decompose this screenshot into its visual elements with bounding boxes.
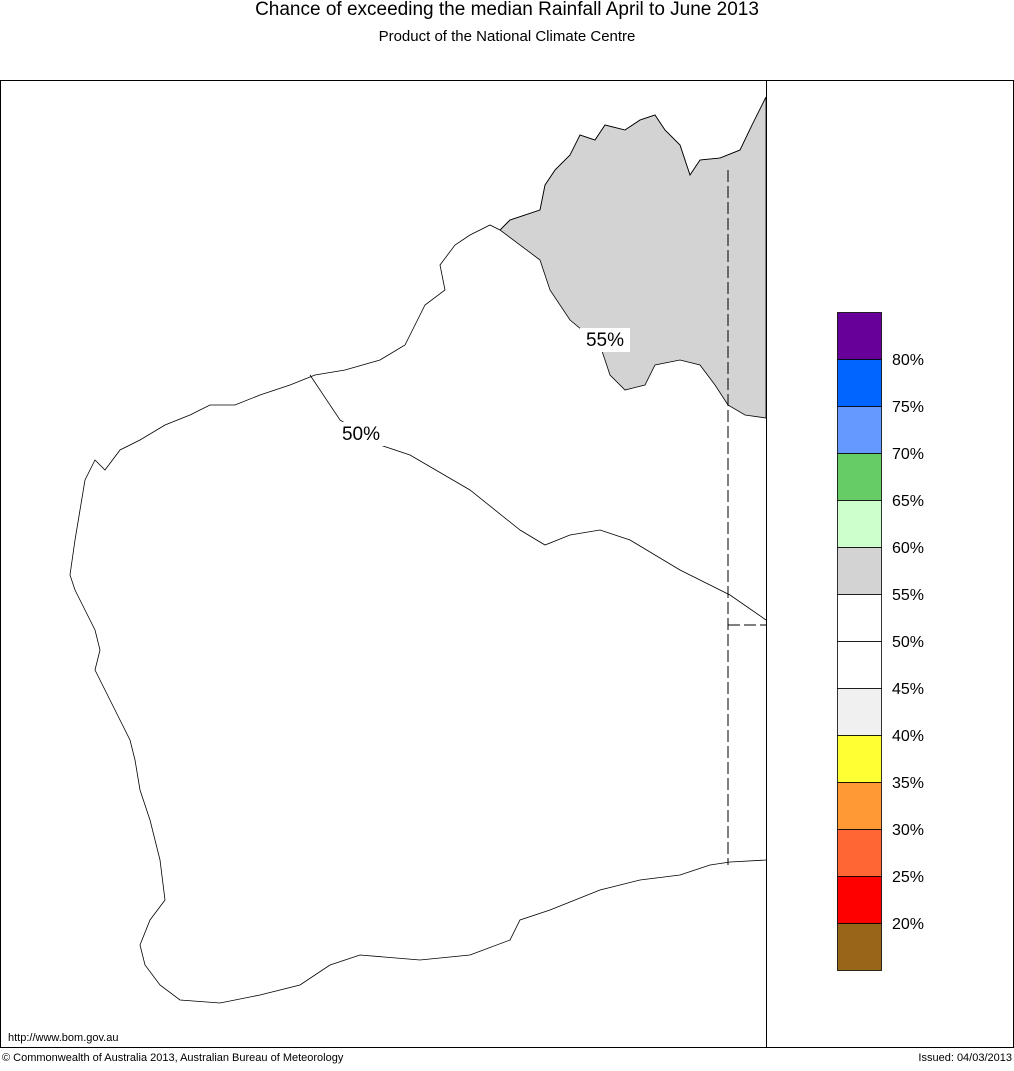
legend-label: 45%: [892, 681, 924, 698]
legend-label: 75%: [892, 399, 924, 416]
legend-label: 30%: [892, 822, 924, 839]
legend: 80% 75% 70% 65% 60% 55% 50% 45% 40% 35% 30% 25% 20%: [837, 312, 924, 971]
legend-label: 35%: [892, 775, 924, 792]
legend-swatch: [837, 312, 882, 360]
legend-label: 50%: [892, 634, 924, 651]
subtitle: Product of the National Climate Centre: [379, 28, 636, 45]
contour-label: 55%: [586, 330, 624, 351]
legend-swatch: [837, 453, 882, 501]
legend-label: 20%: [892, 916, 924, 933]
label-bg: [336, 422, 386, 446]
legend-swatch: [837, 829, 882, 877]
contour-label: 50%: [342, 424, 380, 445]
legend-label: 60%: [892, 540, 924, 557]
legend-label: 65%: [892, 493, 924, 510]
issued: Issued: 04/03/2013: [918, 1052, 1012, 1064]
state-border: [727, 170, 766, 865]
legend-label: 70%: [892, 446, 924, 463]
legend-label: 80%: [892, 352, 924, 369]
legend-swatch: [837, 359, 882, 407]
coastline: [69, 96, 767, 1004]
copyright: © Commonwealth of Australia 2013, Austra…: [2, 1052, 344, 1064]
legend-swatch: [837, 406, 882, 454]
legend-label: 55%: [892, 587, 924, 604]
legend-swatch: [837, 782, 882, 830]
legend-swatch: [837, 594, 882, 642]
region-55: [499, 96, 767, 419]
legend-swatch: [837, 500, 882, 548]
contour-50: [309, 374, 767, 621]
legend-swatch: [837, 923, 882, 971]
legend-swatch: [837, 688, 882, 736]
legend-swatch: [837, 735, 882, 783]
url: http://www.bom.gov.au: [8, 1032, 118, 1044]
label-bg: [580, 328, 630, 352]
legend-swatch: [837, 641, 882, 689]
legend-swatch: [837, 876, 882, 924]
legend-swatch: [837, 547, 882, 595]
legend-label: 40%: [892, 728, 924, 745]
title: Chance of exceeding the median Rainfall …: [255, 0, 759, 20]
legend-label: 25%: [892, 869, 924, 886]
